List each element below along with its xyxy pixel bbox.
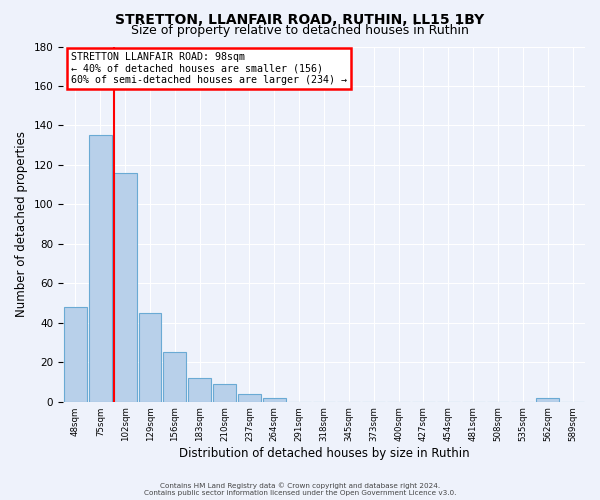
Bar [238, 394, 261, 402]
Bar [163, 352, 187, 402]
Text: Contains public sector information licensed under the Open Government Licence v3: Contains public sector information licen… [144, 490, 456, 496]
Bar [114, 173, 137, 402]
Bar [89, 136, 112, 402]
Bar [139, 313, 161, 402]
Text: Contains HM Land Registry data © Crown copyright and database right 2024.: Contains HM Land Registry data © Crown c… [160, 482, 440, 489]
Bar [263, 398, 286, 402]
Y-axis label: Number of detached properties: Number of detached properties [15, 131, 28, 317]
Bar [188, 378, 211, 402]
X-axis label: Distribution of detached houses by size in Ruthin: Distribution of detached houses by size … [179, 447, 469, 460]
Bar [536, 398, 559, 402]
Text: Size of property relative to detached houses in Ruthin: Size of property relative to detached ho… [131, 24, 469, 37]
Bar [64, 307, 87, 402]
Bar [213, 384, 236, 402]
Text: STRETTON, LLANFAIR ROAD, RUTHIN, LL15 1BY: STRETTON, LLANFAIR ROAD, RUTHIN, LL15 1B… [115, 12, 485, 26]
Text: STRETTON LLANFAIR ROAD: 98sqm
← 40% of detached houses are smaller (156)
60% of : STRETTON LLANFAIR ROAD: 98sqm ← 40% of d… [71, 52, 347, 85]
